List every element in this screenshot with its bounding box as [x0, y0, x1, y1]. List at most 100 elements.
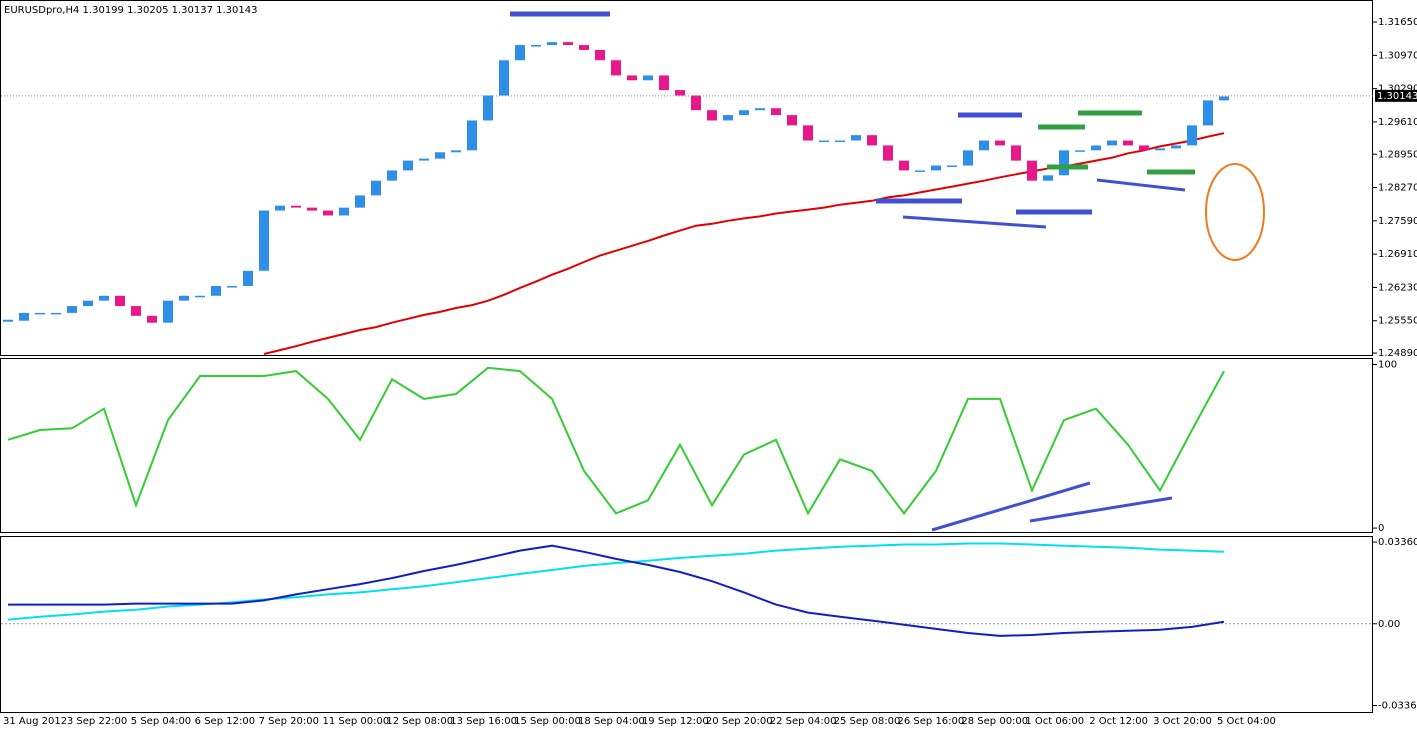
- candle: [915, 170, 925, 172]
- candle: [35, 312, 45, 315]
- drawn-line: [931, 481, 1091, 532]
- drawn-line: [1096, 178, 1186, 192]
- candle: [1075, 150, 1085, 152]
- candle: [435, 152, 445, 159]
- time-label: 6 Sep 12:00: [195, 716, 255, 727]
- macd-pane: [0, 536, 1373, 713]
- chart-header: EURUSDpro,H4 1.30199 1.30205 1.30137 1.3…: [4, 5, 258, 16]
- oscillator-pane: [0, 358, 1373, 533]
- candle: [963, 150, 973, 166]
- candle: [771, 108, 781, 116]
- candle: [179, 295, 189, 301]
- candle: [1091, 145, 1101, 151]
- time-label: 1 Oct 06:00: [1025, 716, 1084, 727]
- candle: [739, 110, 749, 116]
- candle: [947, 165, 957, 168]
- price-pane: [0, 0, 1373, 356]
- candle: [355, 195, 365, 208]
- candle: [899, 160, 909, 171]
- candle: [259, 210, 269, 271]
- candle: [803, 125, 813, 141]
- candle: [595, 49, 605, 61]
- candle: [1155, 148, 1165, 151]
- time-label: 19 Sep 12:00: [642, 716, 709, 727]
- candle: [1027, 160, 1037, 181]
- indicator-line: [8, 544, 1225, 637]
- y-tick-label: -0.03360: [1378, 700, 1417, 711]
- candle: [659, 75, 669, 91]
- candle: [1043, 175, 1053, 181]
- candle: [883, 145, 893, 161]
- time-label: 31 Aug 2012: [3, 716, 67, 727]
- time-label: 15 Sep 00:00: [514, 716, 581, 727]
- candle: [1139, 145, 1149, 151]
- candle: [147, 315, 157, 323]
- candle: [371, 180, 381, 196]
- time-label: 26 Sep 16:00: [898, 716, 965, 727]
- candle: [131, 306, 141, 316]
- y-tick-label: 1.30970: [1378, 50, 1417, 61]
- y-tick-label: 1.25550: [1378, 316, 1417, 327]
- candle: [691, 95, 701, 111]
- candle: [387, 170, 397, 181]
- candle: [851, 135, 861, 141]
- candle: [675, 90, 685, 96]
- candle: [1107, 140, 1117, 146]
- y-tick-label: 0.033608: [1378, 537, 1417, 548]
- time-label: 3 Oct 20:00: [1153, 716, 1212, 727]
- candle: [627, 75, 637, 81]
- y-tick-label: 1.31650: [1378, 17, 1417, 28]
- candle: [99, 295, 109, 301]
- candle: [291, 205, 301, 208]
- candle: [1123, 140, 1133, 146]
- drawn-line: [902, 215, 1047, 229]
- candle: [467, 120, 477, 151]
- candle: [1187, 125, 1197, 146]
- candle: [451, 150, 461, 153]
- y-tick-label: 1.27590: [1378, 216, 1417, 227]
- time-label: 7 Sep 20:00: [259, 716, 319, 727]
- candle: [835, 140, 845, 143]
- time-label: 3 Sep 22:00: [67, 716, 127, 727]
- drawn-ellipse: [1205, 163, 1265, 261]
- time-label: 2 Oct 12:00: [1089, 716, 1148, 727]
- candle: [707, 110, 717, 121]
- time-label: 22 Sep 04:00: [770, 716, 837, 727]
- y-tick-label: 100: [1378, 360, 1397, 371]
- candle: [1059, 150, 1069, 176]
- indicator-line: [7, 366, 1225, 516]
- y-tick-label: 1.26230: [1378, 282, 1417, 293]
- candle: [499, 60, 509, 96]
- candle: [867, 135, 877, 146]
- candle: [243, 270, 253, 286]
- candle: [19, 312, 29, 321]
- y-tick-label: 1.28950: [1378, 149, 1417, 160]
- y-tick-label: 1.26910: [1378, 249, 1417, 260]
- candle: [1171, 145, 1181, 149]
- candle: [483, 95, 493, 121]
- candle: [115, 295, 125, 307]
- candle: [995, 140, 1005, 146]
- time-label: 5 Oct 04:00: [1217, 716, 1276, 727]
- candle: [819, 140, 829, 143]
- time-label: 5 Sep 04:00: [131, 716, 191, 727]
- candle: [643, 75, 653, 81]
- time-label: 20 Sep 20:00: [706, 716, 773, 727]
- y-tick-label: 1.24890: [1378, 348, 1417, 359]
- time-label: 25 Sep 08:00: [834, 716, 901, 727]
- price-label-box: [1375, 89, 1417, 102]
- y-tick-label: 0.00: [1378, 619, 1400, 630]
- candle: [1011, 145, 1021, 161]
- time-label: 13 Sep 16:00: [450, 716, 517, 727]
- candle: [163, 300, 173, 323]
- candle: [931, 165, 941, 171]
- candle: [211, 285, 221, 296]
- candle: [755, 108, 765, 111]
- time-label: 11 Sep 00:00: [322, 716, 389, 727]
- candle: [611, 60, 621, 76]
- candle: [51, 312, 61, 315]
- y-tick-label: 1.29610: [1378, 117, 1417, 128]
- candle: [979, 140, 989, 151]
- candle: [339, 207, 349, 216]
